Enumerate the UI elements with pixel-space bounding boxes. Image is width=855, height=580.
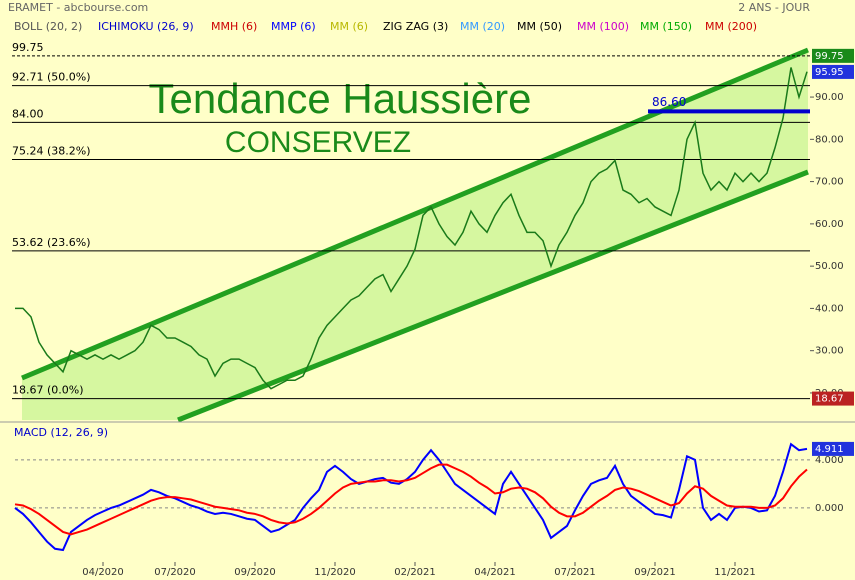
price-tag	[812, 441, 854, 456]
y-tick-label: 4.000	[815, 455, 844, 466]
level-label: 92.71 (50.0%)	[12, 71, 91, 84]
header-left: ERAMET - abcbourse.com	[8, 1, 148, 14]
level-label: 84.00	[12, 107, 44, 120]
price-tag	[812, 64, 854, 79]
indicator-label: MM (20)	[460, 20, 505, 33]
series-line	[15, 67, 808, 390]
indicator-label: MM (200)	[705, 20, 757, 33]
level-label: 18.67 (0.0%)	[12, 384, 84, 397]
y-tick-label: 70.00	[815, 177, 844, 188]
indicator-label: MMH (6)	[211, 20, 257, 33]
chart-title: Tendance Haussière	[149, 75, 532, 122]
indicator-label: MMP (6)	[271, 20, 316, 33]
channel-upper	[21, 47, 809, 381]
marker-label: 86.60	[652, 95, 686, 109]
series-line	[14, 463, 808, 536]
indicator-label: ICHIMOKU (26, 9)	[98, 20, 194, 33]
indicator-label: MM (6)	[330, 20, 368, 33]
header-right: 2 ANS - JOUR	[738, 1, 810, 14]
y-tick-label: 80.00	[815, 134, 844, 145]
y-tick-label: 50.00	[815, 261, 844, 272]
price-tag	[812, 48, 854, 63]
x-tick-label: 11/2021	[714, 567, 756, 578]
y-tick-label: 30.00	[815, 346, 844, 357]
x-tick-label: 04/2020	[82, 567, 124, 578]
y-tick-label: 60.00	[815, 219, 844, 230]
price-tag-label: 95.95	[815, 67, 844, 78]
indicator-label: MM (50)	[517, 20, 562, 33]
x-tick-label: 07/2021	[554, 567, 596, 578]
y-tick-label: 0.000	[815, 503, 844, 514]
y-tick-label: 40.00	[815, 303, 844, 314]
price-tag-label: 4.911	[815, 444, 844, 455]
channel-lower	[177, 169, 809, 423]
x-tick-label: 07/2020	[154, 567, 196, 578]
channel-fill	[22, 50, 808, 420]
x-tick-label: 02/2021	[394, 567, 436, 578]
indicator-label: BOLL (20, 2)	[14, 20, 82, 33]
level-label: 99.75	[12, 41, 44, 54]
indicator-label: MM (150)	[640, 20, 692, 33]
x-tick-label: 09/2020	[234, 567, 276, 578]
price-tag	[812, 391, 854, 406]
price-tag-label: 99.75	[815, 51, 844, 62]
x-tick-label: 09/2021	[634, 567, 676, 578]
level-label: 53.62 (23.6%)	[12, 236, 91, 249]
macd-title: MACD (12, 26, 9)	[14, 426, 108, 439]
x-tick-label: 11/2020	[314, 567, 356, 578]
y-tick-label: 90.00	[815, 92, 844, 103]
x-tick-label: 04/2021	[474, 567, 516, 578]
chart-subtitle: CONSERVEZ	[225, 126, 411, 159]
indicator-label: MM (100)	[577, 20, 629, 33]
price-tag-label: 18.67	[815, 394, 844, 405]
level-label: 75.24 (38.2%)	[12, 144, 91, 157]
indicator-label: ZIG ZAG (3)	[383, 20, 448, 33]
